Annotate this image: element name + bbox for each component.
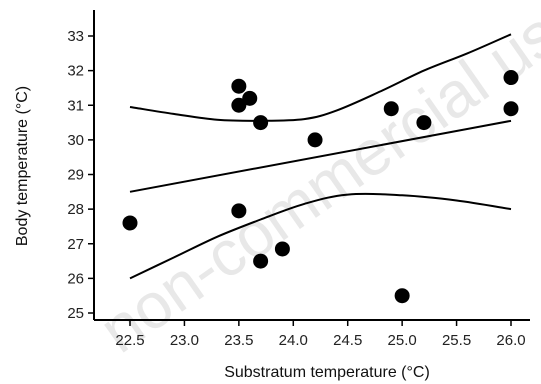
y-tick-label: 33 — [67, 28, 84, 45]
data-point — [122, 215, 138, 231]
confidence-bands — [129, 33, 512, 280]
data-point — [307, 132, 323, 148]
y-tick-label: 26 — [67, 270, 84, 287]
y-tick-label: 31 — [67, 97, 84, 114]
watermark-text: non-commercial use — [87, 0, 541, 366]
data-point — [274, 241, 290, 257]
data-point — [253, 253, 269, 269]
x-tick-label: 23.0 — [170, 332, 199, 349]
data-point — [416, 115, 432, 131]
y-axis-title: Body temperature (°C) — [14, 86, 31, 246]
y-tick-label: 25 — [67, 305, 84, 322]
regression-line — [129, 119, 512, 193]
x-tick-label: 25.5 — [442, 332, 471, 349]
data-point — [503, 101, 519, 117]
y-tick-label: 29 — [67, 167, 84, 184]
axes — [93, 10, 530, 321]
x-tick-label: 24.5 — [333, 332, 362, 349]
data-point — [231, 97, 247, 113]
x-tick-label: 25.0 — [388, 332, 417, 349]
upper-confidence-band — [129, 33, 512, 122]
data-point — [383, 101, 399, 117]
lower-confidence-band — [129, 192, 512, 280]
y-tick-label: 32 — [67, 63, 84, 80]
data-point — [231, 203, 247, 219]
x-axis-title: Substratum temperature (°C) — [224, 364, 430, 381]
y-tick-label: 30 — [67, 132, 84, 149]
data-point — [231, 78, 247, 94]
data-point — [394, 288, 410, 304]
regression-line-group — [129, 119, 512, 193]
x-tick-label: 23.5 — [224, 332, 253, 349]
x-tick-label: 24.0 — [279, 332, 308, 349]
y-tick-label: 28 — [67, 201, 84, 218]
x-tick-label: 22.5 — [115, 332, 144, 349]
x-tick-label: 26.0 — [496, 332, 525, 349]
x-axis-ticks: 22.5 23.0 23.5 24.0 24.5 25.0 25.5 26.0 — [115, 320, 526, 349]
data-point — [503, 70, 519, 86]
y-axis-ticks: 25 26 27 28 29 30 31 32 33 — [67, 28, 94, 322]
data-point — [253, 115, 269, 131]
data-points — [122, 70, 519, 304]
data-point — [242, 90, 258, 106]
y-tick-label: 27 — [67, 236, 84, 253]
